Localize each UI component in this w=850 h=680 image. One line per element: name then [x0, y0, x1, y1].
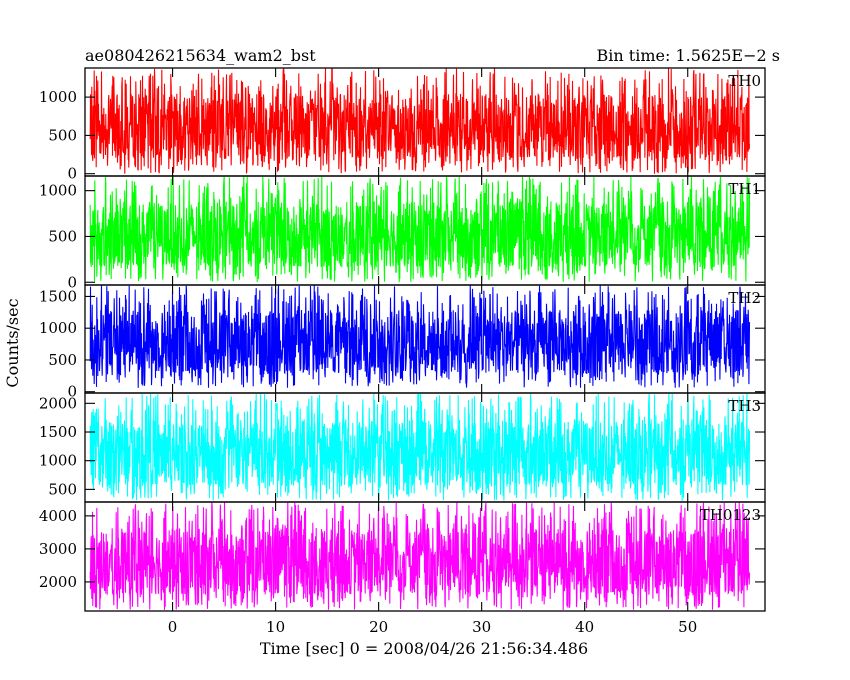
panel-th3: 500 1000 1500 2000 TH3 [39, 392, 766, 503]
panel-label: TH3 [728, 397, 761, 415]
x-tick-label: 50 [678, 618, 697, 636]
y-tick-label: 2000 [39, 573, 77, 591]
x-axis-label: Time [sec] 0 = 2008/04/26 21:56:34.486 [260, 639, 588, 658]
panel-frame [84, 501, 766, 612]
y-tick-label: 3000 [39, 540, 77, 558]
panel-label: TH2 [728, 289, 761, 307]
panel-th2: 0 500 1000 1500 TH2 [39, 284, 766, 401]
x-tick-label: 30 [472, 618, 491, 636]
y-tick-label: 2000 [39, 394, 77, 412]
y-axis-label: Counts/sec [3, 298, 22, 387]
y-tick-label: 0 [67, 383, 77, 401]
series-line-th3 [89, 392, 751, 501]
y-tick-label: 1500 [39, 423, 77, 441]
series-line-th0123 [89, 502, 751, 611]
panel-label: TH0 [728, 72, 761, 90]
y-tick-label: 1000 [39, 319, 77, 337]
x-tick-label: 10 [266, 618, 285, 636]
y-tick-label: 500 [48, 126, 77, 144]
panel-th1: 0 500 1000 TH1 [39, 175, 766, 291]
y-tick-label: 4000 [39, 507, 77, 525]
panel-th0: 0 500 1000 TH0 [39, 67, 766, 183]
y-tick-label: 500 [48, 227, 77, 245]
y-tick-label: 1000 [39, 182, 77, 200]
y-tick-label: 0 [67, 273, 77, 291]
chart-title-left: ae080426215634_wam2_bst [85, 46, 316, 65]
panel-label: TH0123 [700, 506, 761, 524]
x-tick-label: 20 [369, 618, 388, 636]
y-tick-label: 500 [48, 480, 77, 498]
y-tick-label: 500 [48, 351, 77, 369]
series-line-th0 [89, 67, 751, 174]
y-tick-label: 0 [67, 165, 77, 183]
panel-th0123: 2000 3000 4000 TH0123 [39, 501, 766, 612]
x-axis: 0 10 20 30 40 50 [168, 618, 697, 636]
series-line-th1 [89, 175, 751, 283]
chart-title-right: Bin time: 1.5625E−2 s [597, 46, 780, 65]
x-tick-label: 40 [575, 618, 594, 636]
series-line-th2 [89, 284, 751, 388]
y-tick-label: 1000 [39, 452, 77, 470]
panel-stack: 0 500 1000 TH0 0 500 1000 TH1 0 500 1000 1500 TH2 500… [39, 67, 766, 612]
y-tick-label: 1000 [39, 88, 77, 106]
panel-label: TH1 [728, 180, 761, 198]
y-tick-label: 1500 [39, 287, 77, 305]
x-tick-label: 0 [168, 618, 178, 636]
